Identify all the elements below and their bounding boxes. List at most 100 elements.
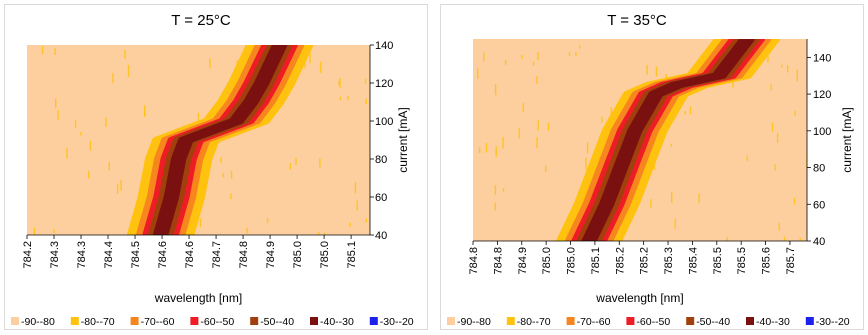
- noise-speckle: [289, 163, 292, 170]
- y-tick-label: 140: [813, 52, 831, 64]
- noise-speckle: [478, 147, 481, 153]
- x-tick-label: 784.2: [22, 241, 34, 269]
- noise-speckle: [502, 188, 505, 192]
- noise-speckle: [537, 52, 539, 60]
- heatmap-levels: [33, 45, 368, 235]
- noise-speckle: [521, 55, 523, 60]
- noise-speckle: [80, 132, 82, 136]
- legend-swatch: [447, 317, 455, 325]
- legend-swatch: [310, 317, 318, 325]
- x-tick-label: 784.4: [103, 241, 115, 269]
- noise-speckle: [74, 120, 77, 128]
- noise-speckle: [339, 96, 342, 101]
- noise-speckle: [536, 76, 538, 84]
- x-tick-label: 785.5: [712, 247, 724, 275]
- legend-swatch: [250, 317, 259, 325]
- noise-speckle: [55, 98, 57, 108]
- x-tick-label: 784.8: [492, 247, 504, 275]
- legend-swatch: [746, 317, 754, 325]
- noise-speckle: [53, 229, 55, 234]
- x-tick-label: 785.4: [687, 247, 699, 275]
- noise-speckle: [650, 199, 652, 208]
- legend-label: -60--50: [636, 316, 670, 328]
- x-tick-label: 785.3: [663, 247, 675, 275]
- noise-speckle: [246, 227, 248, 234]
- noise-speckle: [309, 53, 311, 64]
- chart-title: T = 25°C: [171, 12, 231, 29]
- noise-speckle: [41, 45, 44, 55]
- noise-speckle: [547, 122, 550, 132]
- noise-speckle: [787, 65, 789, 73]
- noise-speckle: [610, 106, 612, 118]
- noise-speckle: [522, 103, 524, 112]
- y-tick-label: 140: [375, 40, 393, 52]
- noise-speckle: [671, 191, 673, 203]
- legend-swatch: [70, 317, 79, 325]
- noise-speckle: [794, 110, 796, 116]
- legend-label: -40--30: [320, 316, 354, 328]
- noise-speckle: [127, 64, 130, 77]
- noise-speckle: [66, 147, 68, 159]
- noise-speckle: [222, 173, 224, 178]
- noise-speckle: [746, 155, 748, 161]
- noise-speckle: [105, 117, 107, 127]
- contour-band-5: [581, 39, 755, 241]
- noise-speckle: [585, 157, 587, 170]
- legend-swatch: [805, 317, 814, 325]
- noise-speckle: [295, 157, 297, 166]
- legend-label: -90--80: [21, 316, 55, 328]
- y-tick-label: 120: [375, 78, 393, 90]
- noise-speckle: [793, 197, 796, 205]
- x-tick-label: 784.7: [211, 241, 223, 269]
- x-tick-label: 784.6: [184, 241, 196, 269]
- noise-speckle: [120, 179, 122, 191]
- noise-speckle: [504, 60, 507, 65]
- x-tick-label: 785.0: [292, 241, 304, 269]
- legend-swatch: [190, 317, 199, 325]
- noise-speckle: [116, 184, 119, 194]
- noise-speckle: [537, 119, 539, 131]
- legend-label: -30--20: [380, 316, 414, 328]
- x-tick-label: 785.1: [590, 247, 602, 275]
- heatmap-levels: [477, 39, 807, 241]
- x-axis-label: wavelength [nm]: [154, 291, 242, 305]
- noise-speckle: [339, 78, 341, 89]
- legend-label: -70--60: [577, 316, 611, 328]
- x-axis-label: wavelength [nm]: [595, 291, 683, 305]
- noise-speckle: [266, 218, 269, 224]
- x-tick-label: 785.0: [541, 247, 553, 275]
- noise-speckle: [108, 162, 110, 171]
- noise-speckle: [518, 128, 520, 139]
- noise-speckle: [689, 106, 692, 115]
- noise-speckle: [684, 111, 686, 115]
- noise-speckle: [209, 58, 211, 69]
- noise-speckle: [799, 238, 801, 241]
- legend-label: -50--40: [260, 316, 294, 328]
- legend-label: -90--80: [457, 316, 491, 328]
- x-tick-label: 784.8: [238, 241, 250, 269]
- noise-speckle: [778, 222, 780, 231]
- noise-speckle: [57, 109, 59, 120]
- noise-speckle: [89, 140, 92, 151]
- x-tick-label: 784.3: [49, 241, 61, 269]
- x-tick-label: 785.6: [761, 247, 773, 275]
- noise-speckle: [354, 182, 357, 194]
- y-axis-label: current [mA]: [396, 107, 410, 172]
- heatmap-chart-t35: T = 35°C 40 60 80 100 120 140 current [mA] 784.8…: [447, 12, 854, 328]
- x-tick-label: 785.7: [785, 247, 797, 275]
- legend-swatch: [566, 317, 575, 325]
- noise-speckle: [365, 218, 368, 223]
- noise-speckle: [323, 232, 326, 235]
- y-tick-label: 40: [375, 230, 387, 242]
- x-tick-label: 785.5: [736, 247, 748, 275]
- y-tick-label: 60: [813, 199, 825, 211]
- noise-speckle: [54, 48, 56, 55]
- noise-speckle: [318, 232, 320, 235]
- noise-speckle: [575, 52, 577, 56]
- noise-speckle: [88, 170, 90, 179]
- x-tick-label: 784.5: [130, 241, 142, 269]
- noise-speckle: [653, 163, 656, 170]
- panel-t35: T = 35°C 40 60 80 100 120 140 current [mA] 784.8…: [440, 4, 864, 330]
- noise-speckle: [770, 84, 772, 91]
- noise-speckle: [220, 156, 222, 163]
